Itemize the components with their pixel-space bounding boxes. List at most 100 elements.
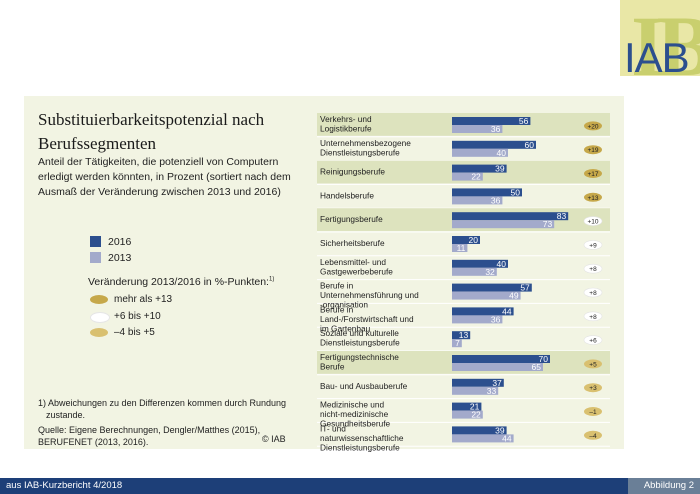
category-label: Unternehmensbezogene Dienstleistungsberuf…: [320, 138, 411, 158]
bar-2016: [452, 331, 471, 340]
change-value: +8: [589, 290, 597, 297]
footer-bar: [0, 478, 700, 494]
change-value: +5: [589, 361, 597, 368]
bar-2016: [452, 117, 531, 125]
footer-source: aus IAB-Kurzbericht 4/2018: [6, 480, 123, 491]
category-label: Bau- und Ausbauberufe: [320, 381, 408, 391]
bar-2016: [452, 212, 569, 221]
category-label: Sicherheitsberufe: [320, 238, 385, 248]
data-label-2013: 36: [491, 124, 501, 134]
change-oval-high: [90, 295, 108, 304]
bar-2016: [452, 164, 507, 173]
bar-2016: [452, 236, 480, 244]
data-label-2013: 73: [543, 219, 553, 229]
bar-2013: [452, 125, 503, 133]
change-value: +6: [589, 338, 597, 345]
bar-2016: [452, 402, 482, 411]
source-line2: BERUFENET (2013, 2016).: [38, 437, 149, 447]
data-label-2013: 33: [487, 386, 497, 396]
chart-title: Substituierbarkeitspotenzial nach Berufs…: [38, 110, 265, 153]
data-label-2013: 65: [532, 362, 542, 372]
bar-2013: [452, 386, 499, 395]
data-label-2013: 36: [491, 195, 501, 205]
category-label: Reinigungsberufe: [320, 167, 385, 177]
data-label-2016: 13: [459, 330, 469, 340]
data-label-2013: 32: [485, 267, 495, 277]
change-oval: [584, 192, 602, 202]
bar-2013: [452, 172, 483, 181]
data-label-2013: 36: [491, 314, 501, 324]
data-label-2016: 57: [520, 283, 530, 293]
change-oval: [584, 145, 602, 155]
category-label: Fertigungsberufe: [320, 214, 383, 224]
bar-2016: [452, 140, 536, 149]
change-value: +17: [587, 171, 598, 178]
change-value: +3: [589, 385, 597, 392]
bar-2016: [452, 426, 507, 435]
bar-2013: [452, 363, 543, 371]
change-value: +19: [587, 147, 598, 154]
change-oval: [583, 287, 603, 298]
change-oval-low: [90, 328, 108, 337]
change-oval: [584, 383, 602, 393]
change-label-high: mehr als +13: [114, 294, 173, 305]
change-label-mid: +6 bis +10: [114, 311, 161, 322]
change-value: –1: [589, 409, 597, 416]
copyright: © IAB: [262, 434, 286, 444]
bar-2013: [452, 196, 503, 205]
chart-subtitle: Anteil der Tätigkeiten, die potenziell v…: [38, 156, 291, 198]
figure-number: Abbildung 2: [643, 480, 694, 491]
bar-2013: [452, 434, 514, 443]
category-label: Verkehrs- und Logistikberufe: [320, 114, 372, 134]
bar-2013: [452, 148, 508, 157]
data-label-2016: 39: [495, 164, 505, 174]
data-label-2016: 37: [492, 378, 502, 388]
legend-swatch-2013: [90, 252, 101, 263]
bar-2016: [452, 307, 514, 316]
data-label-2013: 40: [497, 148, 507, 158]
chart-panel: [24, 96, 624, 449]
bar-2013: [452, 339, 462, 348]
change-oval: [584, 430, 602, 440]
change-oval: [584, 121, 602, 131]
bar-2013: [452, 315, 503, 324]
category-label: Berufe in Unternehmensführung und -organis…: [320, 281, 419, 310]
data-label-2016: 44: [502, 306, 512, 316]
category-label: Medizinische und nicht-medizinische Gesund…: [320, 400, 390, 429]
data-label-2016: 39: [495, 425, 505, 435]
logo-graphic: IB: [631, 0, 700, 76]
data-label-2013: 22: [471, 172, 481, 182]
bar-2016: [452, 355, 550, 363]
change-oval: [583, 335, 603, 345]
bar-2016: [452, 188, 522, 197]
data-label-2016: 20: [469, 235, 479, 245]
category-label: Lebensmittel- und Gastgewerbeberufe: [320, 257, 393, 277]
data-label-2016: 56: [519, 116, 529, 126]
bar-2013: [452, 291, 521, 300]
change-value: +10: [587, 219, 598, 226]
change-value: +20: [587, 123, 598, 130]
bar-2016: [452, 259, 508, 268]
change-value: +9: [589, 242, 597, 249]
source-line1: Quelle: Eigene Berechnungen, Dengler/Mat…: [38, 425, 261, 435]
data-label-2016: 60: [525, 140, 535, 150]
change-oval: [584, 169, 602, 178]
iab-logo: IAB: [624, 34, 690, 81]
data-label-2016: 21: [470, 402, 480, 412]
data-label-2013: 22: [471, 410, 481, 420]
logo-background: IB: [620, 0, 700, 76]
change-value: –4: [589, 433, 597, 440]
footnote-line1: 1) Abweichungen zu den Differenzen komme…: [38, 398, 286, 408]
data-label-2013: 11: [457, 243, 466, 253]
data-label-2013: 7: [455, 338, 460, 348]
category-label: Soziale und kulturelle Dienstleistungsber…: [320, 328, 400, 348]
bar-2013: [452, 244, 468, 252]
figure-number-box: Abbildung 2: [628, 478, 700, 494]
bar-2016: [452, 283, 532, 292]
data-label-2016: 83: [557, 211, 567, 221]
change-label-low: –4 bis +5: [114, 327, 155, 338]
change-oval-mid: [90, 312, 110, 323]
change-oval: [583, 240, 603, 250]
legend-label-2016: 2016: [108, 236, 132, 248]
